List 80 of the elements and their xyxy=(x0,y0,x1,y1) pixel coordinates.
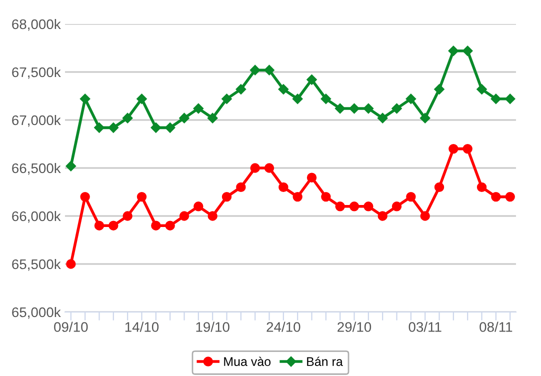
point xyxy=(335,202,345,212)
point xyxy=(278,182,288,192)
point xyxy=(136,192,147,202)
point xyxy=(122,211,132,221)
point xyxy=(136,94,147,104)
point xyxy=(222,94,232,104)
point xyxy=(179,211,190,221)
x-tick-label: 14/10 xyxy=(125,322,159,332)
x-tick-label: 09/10 xyxy=(54,322,88,332)
legend-label: Bán ra xyxy=(307,356,343,366)
point xyxy=(306,74,317,85)
point xyxy=(108,122,119,133)
point xyxy=(94,220,104,230)
point xyxy=(222,192,232,202)
y-tick-label: 68,000k xyxy=(12,18,61,31)
point xyxy=(250,64,260,76)
x-tick-label: 19/10 xyxy=(196,322,230,332)
point xyxy=(462,46,473,56)
point xyxy=(80,192,90,202)
y-tick-label: 65,500k xyxy=(12,258,61,271)
point xyxy=(349,103,360,114)
point xyxy=(420,112,430,124)
x-tick-label: 29/10 xyxy=(338,322,372,332)
point xyxy=(80,94,90,104)
point xyxy=(462,144,472,154)
point xyxy=(392,202,402,212)
point xyxy=(250,163,260,173)
point xyxy=(151,220,161,230)
point xyxy=(363,103,374,114)
point xyxy=(364,202,374,212)
point xyxy=(306,172,317,182)
point xyxy=(448,144,458,154)
point xyxy=(236,84,246,94)
point xyxy=(264,163,274,173)
point xyxy=(164,122,176,133)
point xyxy=(434,84,444,94)
point xyxy=(420,211,430,221)
point xyxy=(490,94,502,104)
point xyxy=(476,84,487,94)
point xyxy=(207,112,218,124)
x-tick-label: 08/11 xyxy=(480,322,512,332)
point xyxy=(278,84,289,94)
point xyxy=(179,112,190,124)
point xyxy=(491,192,501,202)
point xyxy=(94,122,104,133)
point xyxy=(476,182,487,192)
point xyxy=(292,94,303,104)
point xyxy=(334,103,346,114)
point xyxy=(406,94,416,104)
point xyxy=(392,103,402,114)
point xyxy=(378,211,388,221)
y-tick-label: 66,000k xyxy=(12,210,61,223)
point xyxy=(321,192,331,202)
point xyxy=(122,112,133,124)
point xyxy=(377,112,388,124)
point xyxy=(208,211,218,221)
y-tick-label: 65,000k xyxy=(12,306,61,319)
legend-label: Mua vào xyxy=(224,356,271,366)
point xyxy=(193,103,204,114)
point xyxy=(150,122,162,133)
point xyxy=(349,202,360,212)
point xyxy=(165,220,175,230)
point xyxy=(292,192,302,202)
point xyxy=(434,182,444,192)
point xyxy=(320,94,332,104)
point xyxy=(236,182,246,192)
point xyxy=(66,259,76,269)
y-tick-label: 67,500k xyxy=(12,66,61,79)
x-tick-label: 24/10 xyxy=(266,322,300,332)
point xyxy=(108,220,118,230)
point xyxy=(194,202,204,212)
point xyxy=(264,64,274,76)
x-tick-label: 03/11 xyxy=(408,322,442,332)
y-tick-label: 67,000k xyxy=(12,114,61,127)
point xyxy=(448,46,459,56)
y-tick-label: 66,500k xyxy=(12,162,61,175)
point xyxy=(406,192,416,202)
point xyxy=(504,94,516,104)
point xyxy=(66,160,76,172)
point xyxy=(505,192,515,202)
